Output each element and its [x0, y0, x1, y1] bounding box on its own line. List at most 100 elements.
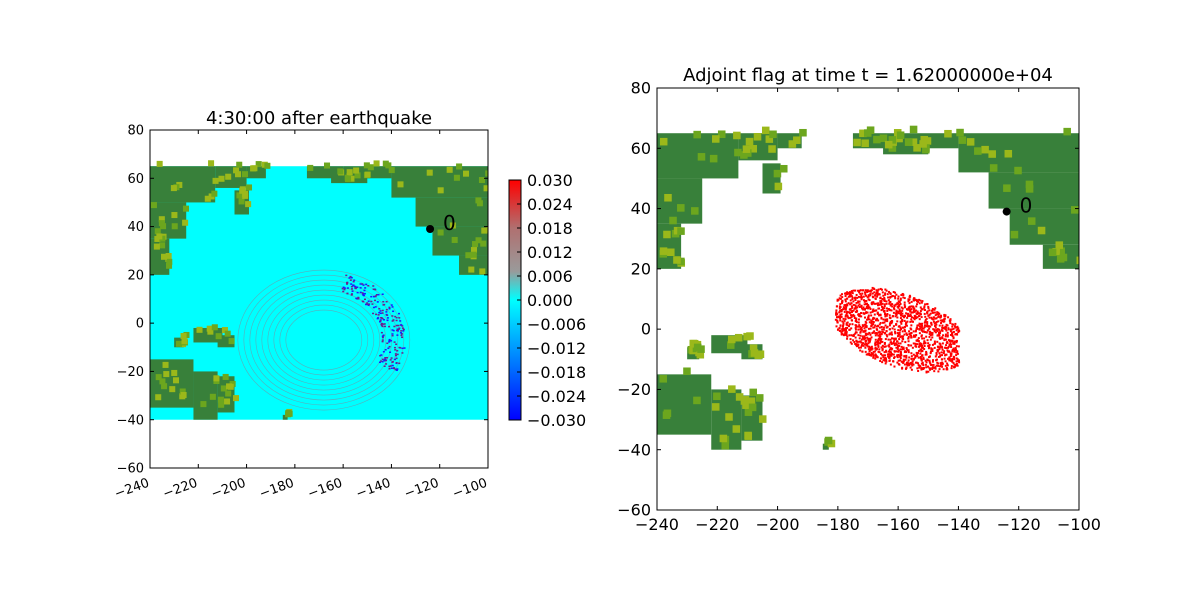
wave-pixel — [380, 354, 383, 356]
flag-cell — [853, 315, 856, 318]
flag-cell — [869, 333, 872, 336]
flag-cell — [846, 303, 849, 306]
flag-cell — [884, 288, 887, 291]
wave-pixel — [359, 283, 362, 285]
flag-cell — [861, 324, 864, 327]
flag-cell — [883, 296, 886, 299]
wave-ring — [249, 279, 399, 401]
flag-cell — [940, 363, 943, 366]
wave-pixel — [351, 290, 354, 292]
flag-cell — [885, 300, 888, 303]
wave-pixel — [385, 356, 388, 359]
flag-cell — [868, 331, 871, 334]
flag-cell — [881, 305, 884, 308]
flag-cell — [942, 334, 945, 337]
coast-cell — [171, 223, 178, 230]
flag-cell — [897, 297, 900, 300]
wave-pixel — [394, 354, 397, 357]
flag-cell — [855, 293, 858, 296]
wave-pixel — [390, 357, 393, 359]
flag-cell — [929, 331, 932, 334]
wave-ring — [243, 274, 405, 406]
flag-cell — [859, 340, 862, 343]
wave-pixel — [391, 320, 394, 322]
flag-cell — [876, 339, 879, 342]
flag-cell — [859, 325, 862, 328]
wave-pixel — [385, 363, 388, 365]
flag-cell — [854, 298, 857, 301]
flag-cell — [863, 327, 866, 330]
flag-cell — [943, 317, 946, 320]
flag-cell — [937, 311, 940, 314]
flag-cell — [847, 311, 850, 314]
flag-cell — [930, 323, 933, 326]
flag-cell — [863, 335, 866, 338]
flag-cell — [908, 356, 911, 359]
flag-cell — [848, 323, 851, 326]
wave-pixel — [396, 353, 399, 356]
flag-cell — [916, 300, 919, 303]
flag-cell — [885, 333, 888, 336]
flag-cell — [872, 287, 875, 290]
flag-cell — [851, 292, 854, 295]
flag-cell — [936, 349, 939, 352]
flag-cell — [921, 354, 924, 357]
wave-pixel — [388, 341, 391, 343]
flag-cell — [947, 316, 950, 319]
flag-cell — [931, 309, 934, 312]
flag-cell — [938, 334, 941, 337]
coast-cell — [1003, 184, 1011, 192]
wave-pixel — [365, 283, 368, 286]
coast-cell — [765, 135, 774, 143]
colorbar-tick-label: 0.024 — [527, 195, 573, 214]
flag-cell — [901, 367, 904, 370]
flag-cell — [923, 331, 926, 334]
wave-pixel — [380, 323, 383, 326]
flag-cell — [869, 290, 872, 293]
flag-cell — [953, 325, 956, 328]
flag-cell — [930, 331, 933, 334]
wave-pixel — [394, 353, 397, 355]
flag-cell — [929, 368, 932, 371]
flag-cell — [913, 318, 916, 321]
colorbar-tick-label: 0.018 — [527, 219, 573, 238]
flag-cell — [920, 335, 923, 338]
wave-pixel — [385, 300, 388, 303]
flag-cell — [933, 330, 936, 333]
flag-cell — [877, 350, 880, 353]
flag-cell — [905, 324, 908, 327]
flag-cell — [923, 337, 926, 340]
flag-cell — [899, 297, 902, 300]
coast-cell — [388, 167, 395, 174]
flag-cell — [937, 364, 940, 367]
coast-cell — [180, 392, 187, 399]
flag-cell — [845, 331, 848, 334]
flag-cell — [916, 312, 919, 315]
flag-cell — [881, 344, 884, 347]
coast-cell — [224, 330, 231, 337]
flag-cell — [882, 328, 885, 331]
wave-pixel — [400, 334, 403, 337]
coast-cell — [204, 195, 211, 202]
flag-cell — [895, 343, 898, 346]
wave-ring — [261, 289, 387, 391]
wave-pixel — [375, 294, 378, 296]
wave-pixel — [391, 306, 394, 308]
flag-cell — [934, 326, 937, 329]
flag-cell — [916, 351, 919, 354]
flag-cell — [927, 370, 930, 373]
wave-pixel — [403, 347, 406, 349]
coast-cell — [225, 390, 232, 397]
colorbar-tick-label: −0.018 — [527, 363, 586, 382]
land-block — [150, 166, 216, 203]
flag-cell — [838, 311, 841, 314]
flag-cell — [874, 347, 877, 350]
flag-cell — [916, 303, 919, 306]
flag-cell — [910, 363, 913, 366]
x-tick-label: −100 — [451, 476, 490, 502]
flag-cell — [841, 293, 844, 296]
flag-cell — [870, 336, 873, 339]
flag-cell — [912, 317, 915, 320]
flag-cell — [869, 289, 872, 292]
flag-cell — [956, 325, 959, 328]
